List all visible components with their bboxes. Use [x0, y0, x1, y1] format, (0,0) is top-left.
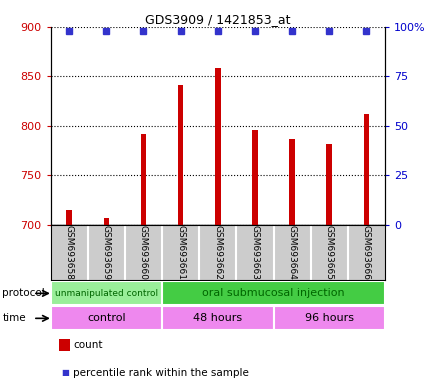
Text: GSM693660: GSM693660 [139, 225, 148, 280]
Bar [141, 134, 146, 225]
Bar [363, 114, 369, 225]
Bar [162, 306, 274, 330]
Bar [252, 130, 258, 225]
Title: GDS3909 / 1421853_at: GDS3909 / 1421853_at [145, 13, 290, 26]
Bar [66, 210, 72, 225]
Bar [51, 306, 162, 330]
Text: protocol: protocol [2, 288, 45, 298]
Text: GSM693666: GSM693666 [362, 225, 371, 280]
Text: percentile rank within the sample: percentile rank within the sample [73, 368, 249, 378]
Bar [51, 281, 162, 305]
Text: GSM693663: GSM693663 [250, 225, 260, 280]
Bar [290, 139, 295, 225]
Text: GSM693659: GSM693659 [102, 225, 111, 280]
Bar [215, 68, 220, 225]
Text: control: control [87, 313, 126, 323]
Bar [162, 281, 385, 305]
Bar [178, 85, 183, 225]
Text: count: count [73, 340, 103, 350]
Text: oral submucosal injection: oral submucosal injection [202, 288, 345, 298]
Bar [326, 144, 332, 225]
Bar [103, 218, 109, 225]
Text: GSM693658: GSM693658 [65, 225, 73, 280]
Text: GSM693662: GSM693662 [213, 225, 222, 280]
Text: GSM693664: GSM693664 [288, 225, 297, 280]
Text: unmanipulated control: unmanipulated control [55, 289, 158, 298]
Text: time: time [2, 313, 26, 323]
Text: 48 hours: 48 hours [193, 313, 242, 323]
Bar [274, 306, 385, 330]
Text: ■: ■ [61, 368, 69, 377]
Text: 96 hours: 96 hours [305, 313, 354, 323]
Text: GSM693665: GSM693665 [325, 225, 334, 280]
Text: GSM693661: GSM693661 [176, 225, 185, 280]
